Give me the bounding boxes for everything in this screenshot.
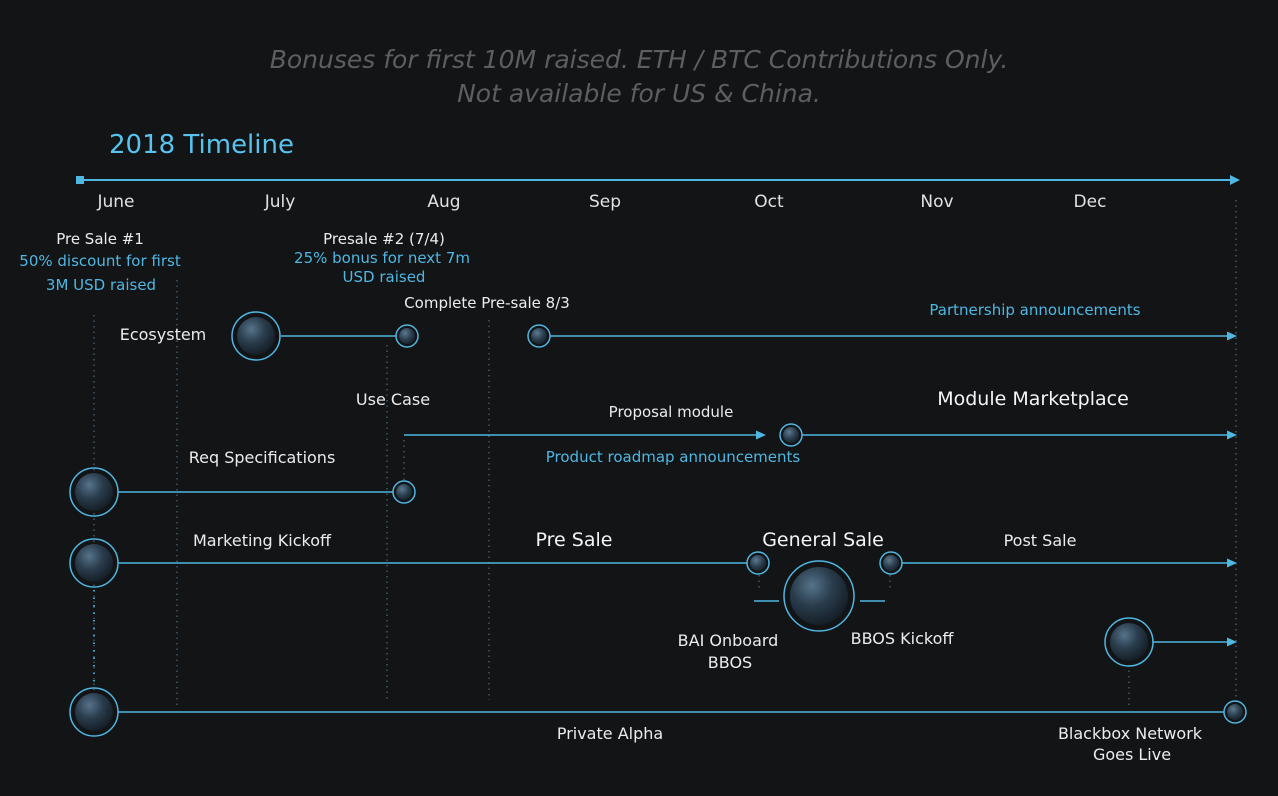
axis-arrowhead bbox=[1230, 175, 1240, 185]
bai-onboard-label-1: BAI Onboard bbox=[677, 631, 779, 650]
proposal-module-label: Proposal module bbox=[608, 403, 734, 421]
node-presale-end bbox=[746, 551, 770, 575]
node-bbos-kickoff bbox=[1104, 617, 1154, 667]
private-alpha-label: Private Alpha bbox=[556, 724, 664, 743]
arrow-bbos bbox=[1227, 637, 1237, 647]
node-private-alpha bbox=[69, 687, 119, 737]
arrow-post-sale bbox=[1227, 558, 1237, 568]
presale1-detail-2: 3M USD raised bbox=[45, 276, 157, 294]
node-general-sale bbox=[783, 560, 855, 632]
month-label: Aug bbox=[427, 192, 461, 212]
month-label: Sep bbox=[588, 192, 622, 212]
page-title: 2018 Timeline bbox=[109, 130, 294, 160]
node-req-specs-start bbox=[69, 467, 119, 517]
header-line-2: Not available for US & China. bbox=[457, 79, 821, 108]
month-label: Nov bbox=[920, 192, 954, 212]
pre-sale-label: Pre Sale bbox=[535, 529, 613, 551]
post-sale-label: Post Sale bbox=[1003, 531, 1077, 550]
header-line-1: Bonuses for first 10M raised. ETH / BTC … bbox=[269, 45, 1009, 74]
blackbox-label-2: Goes Live bbox=[1092, 745, 1172, 764]
partnership-label: Partnership announcements bbox=[929, 301, 1141, 319]
node-complete-presale bbox=[395, 324, 419, 348]
req-specs-label: Req Specifications bbox=[188, 448, 336, 467]
product-roadmap-label: Product roadmap announcements bbox=[545, 448, 801, 466]
blackbox-label-1: Blackbox Network bbox=[1057, 724, 1203, 743]
presale1-detail-1: 50% discount for first bbox=[19, 252, 181, 270]
month-label: June bbox=[97, 192, 135, 212]
node-proposal bbox=[779, 423, 803, 447]
arrow-partnership bbox=[1227, 331, 1237, 341]
month-label: July bbox=[264, 192, 296, 212]
node-marketing bbox=[69, 538, 119, 588]
module-marketplace-label: Module Marketplace bbox=[937, 388, 1129, 410]
marketing-kickoff-label: Marketing Kickoff bbox=[192, 531, 332, 550]
arrow-module-marketplace bbox=[1227, 430, 1237, 440]
presale2-detail-1: 25% bonus for next 7m bbox=[294, 249, 470, 267]
node-blackbox-live bbox=[1223, 700, 1247, 724]
arrow-proposal bbox=[756, 430, 766, 440]
node-partnership bbox=[527, 324, 551, 348]
complete-presale-label: Complete Pre-sale 8/3 bbox=[404, 294, 570, 312]
node-post-sale-start bbox=[879, 551, 903, 575]
node-ecosystem bbox=[231, 311, 281, 361]
general-sale-label: General Sale bbox=[762, 529, 884, 551]
use-case-label: Use Case bbox=[355, 390, 431, 409]
month-label: Oct bbox=[754, 192, 784, 212]
presale2-title: Presale #2 (7/4) bbox=[323, 230, 445, 248]
presale2-detail-2: USD raised bbox=[342, 268, 426, 286]
ecosystem-label: Ecosystem bbox=[119, 325, 207, 344]
node-req-specs-end bbox=[392, 480, 416, 504]
month-label: Dec bbox=[1073, 192, 1107, 212]
presale1-title: Pre Sale #1 bbox=[56, 230, 144, 248]
axis-start-marker bbox=[76, 176, 84, 184]
bai-onboard-label-2: BBOS bbox=[707, 653, 753, 672]
bbos-kickoff-label: BBOS Kickoff bbox=[850, 629, 954, 648]
